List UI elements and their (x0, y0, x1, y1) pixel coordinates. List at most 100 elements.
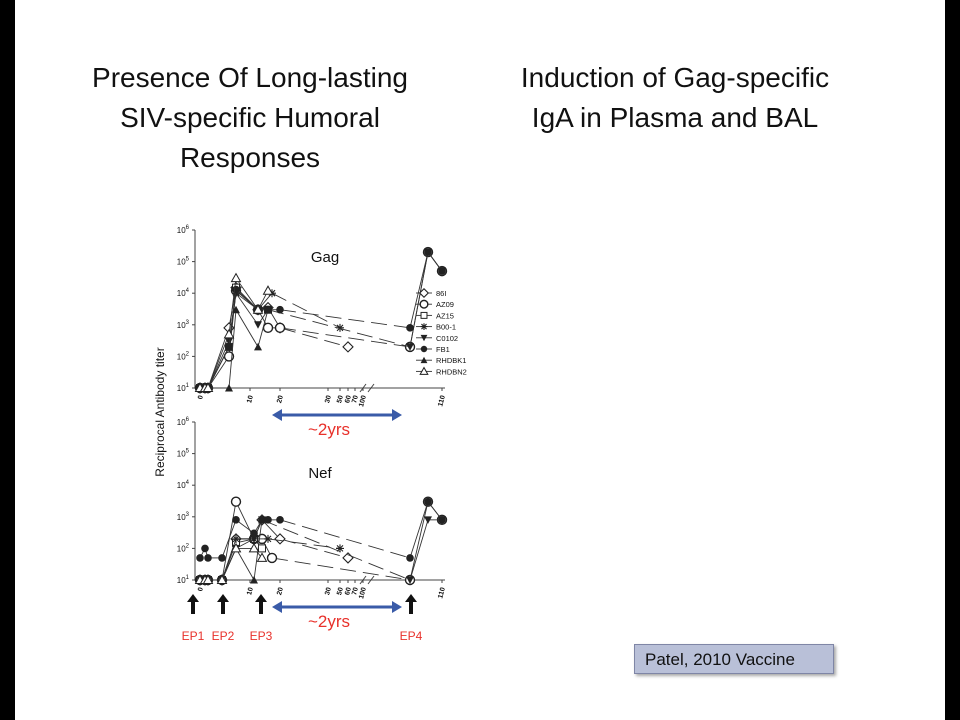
gag-point-fb1 (438, 267, 446, 275)
event-arrow-head-ep1 (187, 594, 199, 602)
nef-series-line-fb1 (409, 501, 429, 559)
gag-series-line-rhdbk1 (235, 309, 259, 348)
nef-axis-break (367, 575, 375, 585)
nef-point-b00-1 (336, 544, 344, 553)
nef-series-line-fb1 (279, 519, 411, 559)
gag-y-tick-label: 103 (177, 320, 190, 330)
title-right: Induction of Gag-specific IgA in Plasma … (480, 58, 870, 138)
nef-axis-break (359, 575, 367, 585)
gag-point-az09 (262, 322, 274, 334)
nef-point-fb1 (438, 516, 446, 524)
gag-point-fb1 (406, 324, 414, 332)
nef-point-fb1 (250, 529, 258, 538)
legend-label-c0102: C0102 (436, 334, 458, 343)
event-arrow-ep3 (259, 600, 263, 614)
gag-y-tick-label: 106 (177, 225, 190, 235)
title-left-line-2: SIV-specific Humoral (120, 102, 380, 133)
title-left-line-3: Responses (179, 142, 321, 173)
title-right-line-1: Induction of Gag-specific (520, 62, 830, 93)
nef-series-line-rhdbk1 (253, 519, 263, 581)
gag-series-line-fb1 (427, 251, 443, 272)
legend-label-rhdbk1: RHDBK1 (436, 356, 466, 365)
legend-marker-rhdbk1 (420, 356, 428, 364)
gag-x-tick-label: 0 (197, 395, 205, 401)
nef-y-tick-label: 105 (177, 449, 190, 459)
nef-y-tick-label: 103 (177, 512, 190, 522)
gag-series-line-az09 (279, 327, 411, 348)
gag-x-tick-label: 50 (336, 395, 345, 404)
legend-marker-b00-1 (420, 323, 428, 330)
nef-series-line-fb1 (427, 501, 443, 521)
nef-point-rhdbn2 (216, 574, 228, 584)
legend-marker-az09 (419, 299, 429, 309)
gag-series-line-c0102 (409, 252, 429, 347)
gag-x-tick-label: 30 (324, 395, 333, 404)
gag-series-line-c0102 (235, 292, 259, 326)
legend-marker-az15 (420, 311, 428, 319)
slide-canvas (15, 0, 945, 720)
gag-point-rhdbn2 (252, 304, 264, 314)
event-label-ep3: EP3 (250, 629, 273, 643)
gag-axis-break (367, 383, 375, 393)
nef-series-line-az09 (221, 501, 237, 581)
nef-y-tick-label: 102 (177, 543, 190, 553)
nef-point-fb1 (232, 516, 240, 524)
nef-point-fb1 (424, 497, 432, 506)
gag-point-fb1 (276, 305, 284, 314)
gag-point-rhdbk1 (232, 305, 240, 314)
nef-point-rhdbn2 (202, 574, 214, 584)
gag-x-tick-label: 60 (344, 395, 353, 404)
gag-point-rhdbn2 (223, 328, 235, 339)
legend-label-az15: AZ15 (436, 311, 454, 320)
gag-span-label: ~2yrs (308, 420, 350, 439)
nef-point-86i (274, 533, 286, 545)
gag-y-tick-label: 102 (177, 351, 190, 361)
legend-label-rhdbn2: RHDBN2 (436, 367, 467, 376)
nef-span-arrow-right-head (392, 601, 402, 613)
gag-x-tick-label: 100 (358, 395, 368, 408)
event-arrow-ep4 (409, 600, 413, 614)
gag-point-rhdbk1 (254, 342, 262, 351)
gag-point-rhdbk1 (225, 384, 233, 392)
nef-panel-title: Nef (308, 465, 332, 482)
nef-point-rhdbk1 (250, 576, 258, 584)
nef-point-fb1 (276, 516, 284, 524)
gag-x-tick-label: 20 (276, 395, 285, 404)
nef-point-c0102 (424, 516, 432, 524)
gag-series-line-fb1 (207, 346, 230, 389)
event-arrow-ep2 (221, 600, 225, 614)
gag-y-tick-label: 105 (177, 257, 190, 267)
gag-series-line-fb1 (235, 289, 259, 311)
gag-series-line-86i (279, 327, 349, 348)
gag-point-b00-1 (336, 323, 344, 332)
gag-series-line-az09 (207, 356, 230, 389)
gag-point-86i (342, 341, 354, 353)
legend-label-86i: 86I (436, 289, 446, 298)
nef-point-rhdbn2 (256, 552, 268, 562)
nef-series-line-c0102 (235, 538, 255, 549)
event-arrow-head-ep4 (405, 594, 417, 602)
event-label-ep2: EP2 (212, 629, 235, 643)
nef-point-c0102 (406, 576, 414, 584)
nef-point-az09 (230, 496, 242, 507)
nef-y-tick-label: 104 (177, 480, 190, 490)
gag-point-c0102 (254, 321, 262, 329)
title-left: Presence Of Long-lasting SIV-specific Hu… (55, 58, 445, 178)
nef-series-line-az09 (271, 557, 411, 581)
nef-x-tick-label: 110 (437, 587, 447, 600)
nef-x-tick-label: 20 (276, 587, 285, 596)
nef-series-line-fb1 (221, 519, 237, 559)
nef-point-fb1 (204, 554, 212, 562)
nef-series-line-c0102 (409, 519, 429, 581)
event-arrow-head-ep3 (255, 594, 267, 602)
gag-series-line-rhdbn2 (207, 334, 230, 389)
gag-series-line-fb1 (279, 309, 411, 329)
nef-point-rhdbn2 (248, 542, 260, 553)
gag-span-arrow-right-head (392, 409, 402, 421)
gag-x-tick-label: 10 (246, 395, 255, 404)
gag-point-rhdbk1 (264, 305, 272, 314)
gag-y-tick-label: 101 (177, 383, 190, 393)
nef-point-az09 (266, 552, 278, 564)
nef-x-tick-label: 0 (197, 587, 205, 593)
